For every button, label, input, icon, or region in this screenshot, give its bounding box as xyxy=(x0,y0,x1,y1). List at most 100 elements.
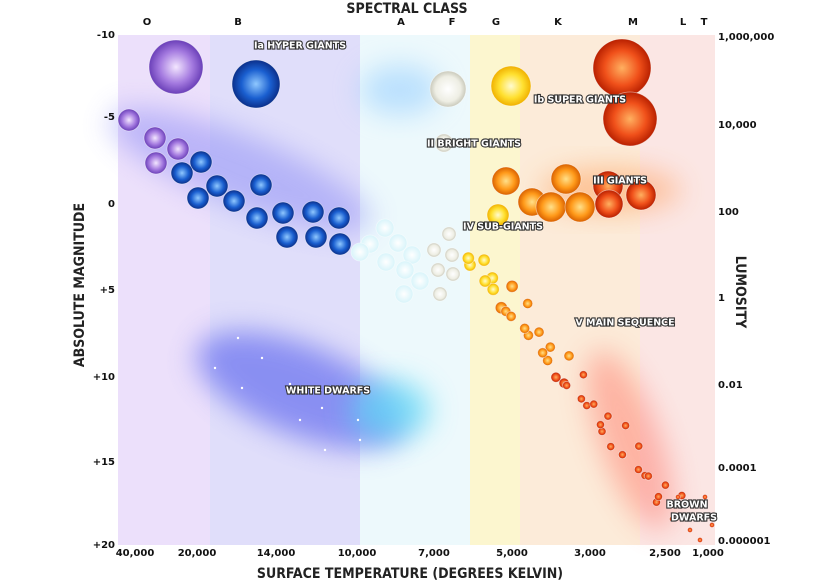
region-label: BROWN xyxy=(666,500,707,511)
spectral-class: B xyxy=(234,17,242,28)
right-tick-label: 100 xyxy=(718,207,739,218)
star xyxy=(301,200,325,224)
star xyxy=(621,421,630,430)
star xyxy=(490,65,532,107)
star xyxy=(245,206,269,230)
region-label: III GIANTS xyxy=(593,176,647,187)
star xyxy=(675,494,681,500)
star xyxy=(486,203,510,227)
star xyxy=(275,225,299,249)
x-tick-label: 7,000 xyxy=(418,548,450,559)
right-tick-label: 1 xyxy=(718,293,725,304)
star xyxy=(148,39,204,95)
star xyxy=(661,480,670,490)
spectral-class: M xyxy=(628,17,638,28)
title: SPECTRAL CLASS xyxy=(346,1,467,17)
left-tick-label: 0 xyxy=(108,199,115,210)
star xyxy=(441,226,457,242)
star xyxy=(186,186,210,210)
star xyxy=(594,189,624,219)
star xyxy=(231,59,281,109)
region-label: Ib SUPER GIANTS xyxy=(534,95,626,106)
star xyxy=(697,537,703,543)
star xyxy=(563,350,575,362)
star xyxy=(304,225,328,249)
star xyxy=(669,516,675,522)
spectral-class: F xyxy=(449,17,456,28)
star xyxy=(709,522,715,528)
star xyxy=(535,191,567,223)
star xyxy=(410,271,430,291)
star xyxy=(522,298,534,309)
star xyxy=(143,126,167,150)
star xyxy=(144,151,168,175)
star xyxy=(602,91,658,147)
star xyxy=(189,150,213,174)
star xyxy=(519,322,531,334)
right-tick-label: 0.000001 xyxy=(718,536,771,547)
white-dwarf xyxy=(213,366,217,370)
star xyxy=(327,206,351,230)
star xyxy=(478,274,492,288)
star xyxy=(592,38,652,98)
band-b xyxy=(210,35,360,545)
right-tick-label: 10,000 xyxy=(718,120,757,131)
star xyxy=(222,189,246,213)
spectral-class: K xyxy=(554,17,563,28)
right-axis-title: LUMOSITY xyxy=(732,256,748,329)
region-label: II BRIGHT GIANTS xyxy=(427,139,521,150)
region-label: WHITE DWARFS xyxy=(286,386,370,397)
right-tick-label: 1,000,000 xyxy=(718,32,774,43)
giants-glow xyxy=(360,65,440,115)
x-tick-label: 2,500 xyxy=(649,548,681,559)
right-tick-label: 0.01 xyxy=(718,380,743,391)
white-dwarf-glow xyxy=(196,331,404,449)
star xyxy=(578,370,588,380)
x-tick-label: 3,000 xyxy=(574,548,606,559)
x-axis-title: SURFACE TEMPERATURE (DEGREES KELVIN) xyxy=(257,566,563,582)
x-tick-label: 1,000 xyxy=(692,548,724,559)
left-tick-label: -5 xyxy=(104,112,115,123)
star xyxy=(117,108,141,132)
star xyxy=(445,266,461,282)
white-dwarf xyxy=(298,418,302,422)
star xyxy=(505,279,519,293)
spectral-class: O xyxy=(143,17,152,28)
star xyxy=(477,253,491,267)
x-tick-label: 20,000 xyxy=(178,548,217,559)
star xyxy=(170,161,194,185)
star xyxy=(486,282,500,296)
star xyxy=(461,251,475,265)
star xyxy=(395,260,415,280)
region-label: IV SUB-GIANTS xyxy=(463,222,543,233)
star xyxy=(537,347,549,359)
star xyxy=(618,450,627,460)
white-dwarf xyxy=(358,438,362,442)
star xyxy=(394,284,414,304)
main-sequence-glow xyxy=(586,350,674,530)
star xyxy=(432,286,448,302)
x-tick-label: 40,000 xyxy=(116,548,155,559)
stars xyxy=(117,38,715,543)
star xyxy=(550,371,562,383)
x-tick-label: 10,000 xyxy=(338,548,377,559)
left-tick-label: +20 xyxy=(93,540,115,551)
labels: SPECTRAL CLASS O B A F G K M L T 40,000 20,000 14,00… xyxy=(72,1,774,582)
star xyxy=(589,399,599,409)
star xyxy=(430,262,446,278)
star xyxy=(388,233,408,253)
star xyxy=(375,218,395,238)
spectral-class: G xyxy=(492,17,500,28)
star xyxy=(249,173,273,197)
white-dwarf xyxy=(236,336,240,340)
star xyxy=(550,163,582,195)
x-tick-label: 14,000 xyxy=(257,548,296,559)
star xyxy=(426,242,442,258)
white-dwarf xyxy=(260,356,264,360)
star xyxy=(596,420,605,430)
right-tick-label: 0.0001 xyxy=(718,463,757,474)
star xyxy=(205,174,229,198)
star xyxy=(542,355,554,366)
star xyxy=(544,341,556,353)
